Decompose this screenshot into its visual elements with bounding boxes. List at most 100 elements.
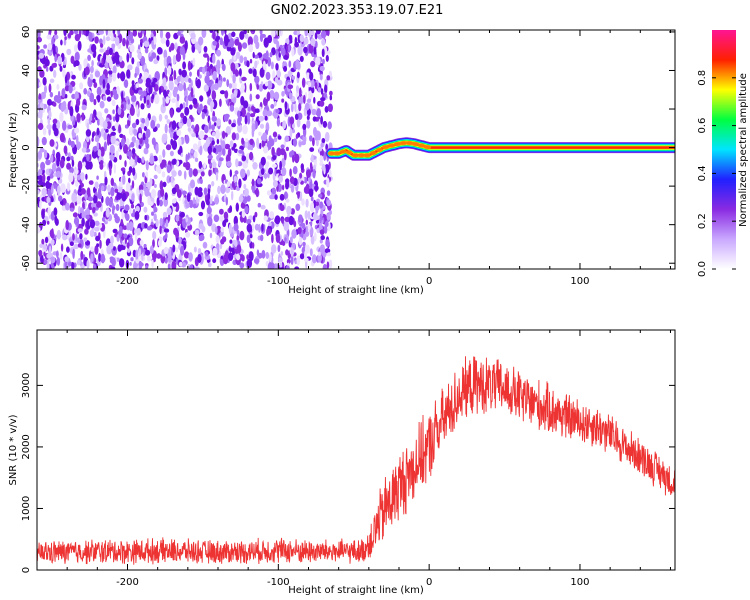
spectrogram-speckle [233, 148, 239, 153]
spectrogram-speckle [146, 226, 153, 231]
spectrogram-speckle [269, 194, 275, 200]
spectrogram-speckle [217, 80, 223, 88]
spectrogram-speckle [229, 140, 234, 148]
spectrogram-speckle [281, 184, 285, 191]
spectrogram-speckle [240, 202, 246, 209]
snr-y-tick-label: 3000 [21, 373, 32, 398]
spectrogram-speckle [137, 157, 142, 164]
spectrogram-speckle [292, 154, 295, 163]
spectrogram-ridge-peak [345, 150, 353, 155]
spectrogram-speckle [224, 113, 230, 119]
spectrogram-speckle [200, 171, 205, 177]
spectrogram-speckle [242, 124, 248, 135]
spectrogram-speckle [286, 258, 291, 265]
spectrogram-speckle [77, 243, 82, 248]
spectrogram-speckle [259, 30, 263, 35]
spectrogram-speckle [131, 136, 136, 143]
spectrogram-speckle [308, 90, 313, 100]
spectrogram-speckle [219, 243, 223, 250]
spectrogram-speckle [238, 178, 242, 189]
spectrogram-speckle [269, 211, 275, 219]
spectrogram-speckle [182, 102, 186, 109]
spectrogram-speckle [188, 83, 192, 92]
spectrogram-speckle [263, 173, 268, 179]
spectrogram-ridge-peak [357, 153, 365, 158]
spectrogram-speckle [93, 212, 98, 217]
spectrogram-speckle [275, 233, 281, 243]
spectrogram-ridge-peak [339, 149, 347, 154]
spectrogram-speckle [39, 69, 45, 78]
snr-x-tick-label: 0 [426, 577, 432, 588]
spectrogram-speckle [158, 154, 163, 164]
spectrogram-speckle [141, 156, 145, 164]
spectrogram-speckle [92, 206, 96, 214]
spectrogram-speckle [154, 94, 160, 105]
spectrogram-speckle [135, 83, 139, 89]
spectrogram-speckle [77, 40, 82, 51]
spectrogram-speckle [261, 249, 266, 259]
spectrogram-speckle [205, 251, 209, 257]
spectrogram-ridge-peak [351, 153, 359, 158]
spectrogram-speckle [173, 69, 177, 81]
spectrogram-speckle [93, 98, 97, 106]
spectrogram-speckle [96, 175, 99, 180]
spectrogram-speckle [283, 191, 288, 201]
spectrogram-speckle [135, 249, 139, 260]
spectrogram-speckle [54, 30, 58, 36]
spectrogram-speckle [281, 217, 284, 224]
spectrogram-speckle [43, 44, 47, 49]
spectrogram-speckle [139, 239, 144, 246]
spectrogram-speckle [140, 103, 145, 110]
spectrogram-speckle [229, 239, 233, 244]
spectrogram-speckle [56, 84, 60, 90]
spectrogram-speckle [199, 95, 204, 102]
spectrogram-speckle [62, 234, 68, 241]
spectrogram-speckle [142, 172, 145, 178]
spectrogram-speckle [91, 137, 94, 142]
spectrogram-speckle [322, 120, 328, 128]
colorbar-label: Normalized spectral amplitude [738, 73, 749, 227]
spectrogram-speckle [62, 100, 67, 111]
spectrogram-x-axis-label: Height of straight line (km) [288, 285, 424, 296]
spectrogram-speckle [249, 58, 253, 64]
spectrogram-speckle [244, 142, 249, 148]
spectrogram-speckle [295, 133, 299, 140]
spectrogram-speckle [228, 252, 234, 261]
spectrogram-speckle [182, 61, 187, 70]
spectrogram-speckle [91, 131, 95, 139]
spectrogram-speckle [194, 127, 197, 134]
spectrogram-speckle [285, 182, 289, 190]
spectrogram-speckle [242, 199, 248, 204]
spectrogram-speckle [164, 114, 168, 120]
spectrogram-speckle [116, 191, 120, 201]
spectrogram-speckle [223, 211, 229, 220]
spectrogram-speckle [76, 98, 81, 107]
spectrogram-speckle [235, 158, 239, 168]
spectrogram-speckle [302, 123, 307, 130]
spectrogram-speckle [146, 255, 152, 262]
spectrogram-speckle [281, 241, 286, 246]
spectrogram-speckle [131, 122, 137, 129]
spectrogram-speckle [320, 115, 323, 125]
spectrogram-speckle [104, 176, 108, 186]
spectrogram-speckle [207, 81, 213, 87]
spectrogram-speckle [111, 43, 116, 48]
spectrogram-speckle [295, 85, 300, 93]
colorbar-tick-label: 0.4 [697, 165, 708, 181]
spectrogram-speckle [144, 215, 147, 221]
spectrogram-speckle [273, 263, 279, 269]
spectrogram-speckle [298, 95, 304, 106]
spectrogram-speckle [52, 118, 58, 124]
spectrogram-speckle [300, 163, 304, 171]
spectrogram-speckle [280, 251, 284, 256]
spectrogram-speckle [107, 76, 112, 84]
spectrogram-speckle [74, 91, 79, 101]
spectrogram-speckle [213, 83, 219, 91]
spectrogram-speckle [242, 100, 249, 109]
spectrogram-speckle [114, 188, 119, 193]
spectrogram-speckle [152, 239, 155, 249]
spectrogram-speckle [105, 196, 110, 207]
spectrogram-speckle [301, 77, 306, 88]
spectrogram-speckle [128, 166, 133, 174]
